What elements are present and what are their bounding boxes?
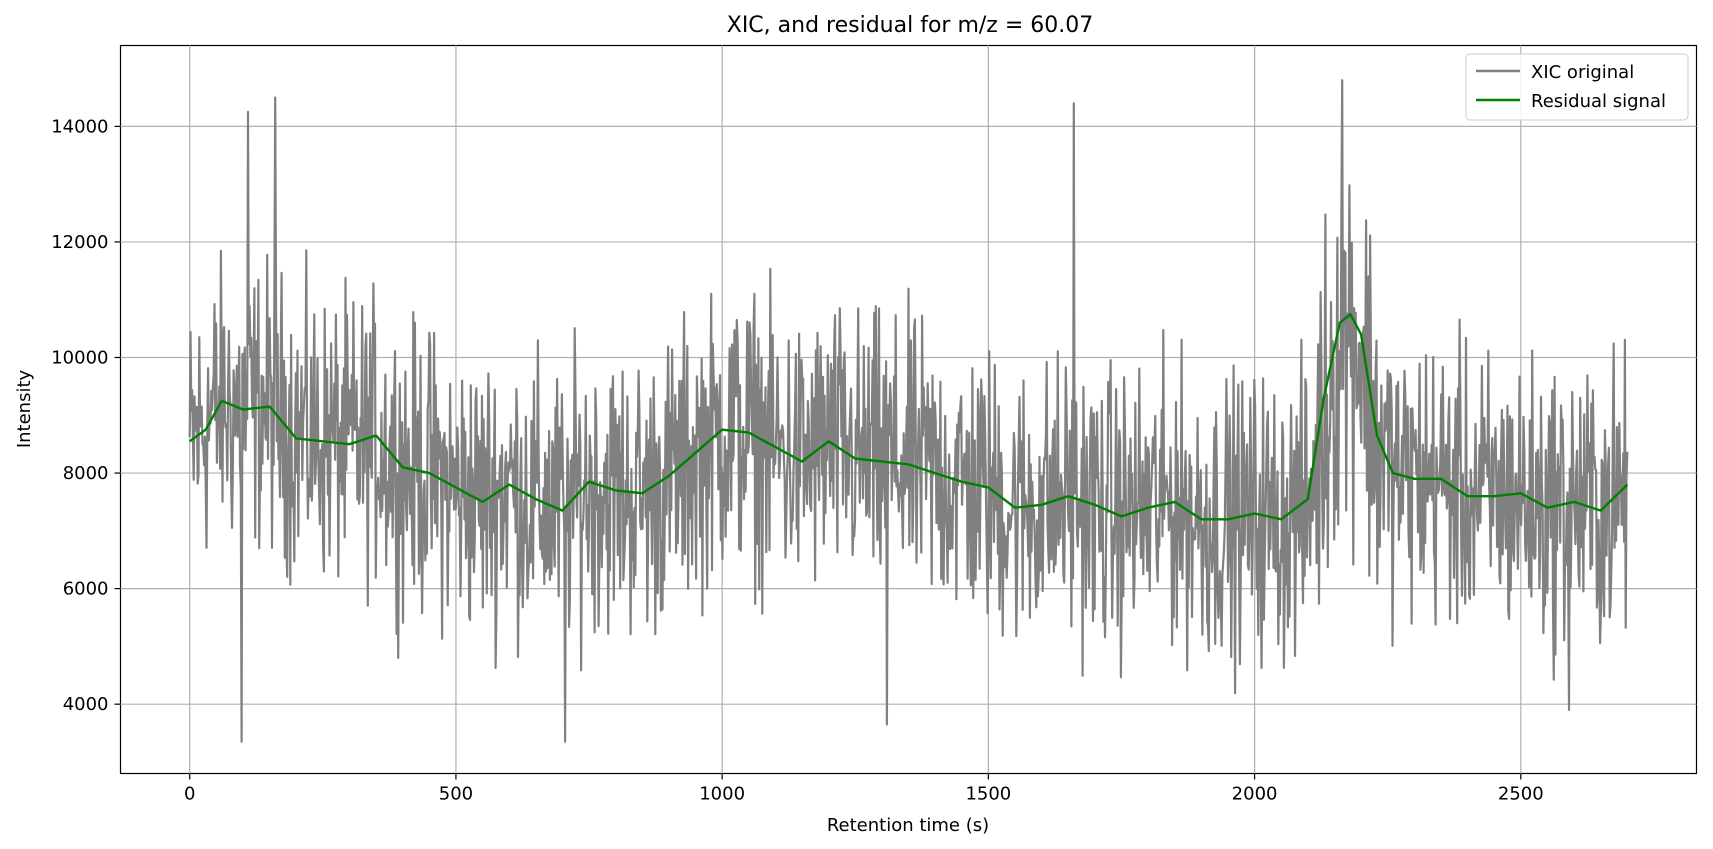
series-line-xic-original [188, 79, 1629, 743]
series-layer [188, 79, 1629, 743]
x-tick-label: 500 [439, 784, 473, 805]
y-tick-label: 6000 [63, 579, 109, 600]
legend: XIC original Residual signal [1465, 53, 1689, 121]
y-tick-label: 4000 [63, 694, 109, 715]
x-axis-ticks: 0 500 1000 1500 2000 2500 [184, 773, 1544, 805]
x-tick-label: 0 [184, 784, 195, 805]
y-tick-label: 14000 [51, 116, 108, 137]
x-tick-label: 1000 [699, 784, 745, 805]
legend-label-residual-signal: Residual signal [1531, 91, 1666, 112]
y-tick-label: 12000 [51, 232, 108, 253]
y-axis-ticks: 4000 6000 8000 10000 12000 14000 [51, 116, 121, 715]
y-tick-label: 10000 [51, 348, 108, 369]
series-line-residual-signal [188, 313, 1629, 521]
y-tick-label: 8000 [63, 463, 109, 484]
legend-label-xic-original: XIC original [1531, 62, 1634, 83]
x-tick-label: 1500 [965, 784, 1011, 805]
chart-title: XIC, and residual for m/z = 60.07 [727, 13, 1094, 38]
x-tick-label: 2000 [1232, 784, 1278, 805]
legend-box [1465, 53, 1689, 121]
x-tick-label: 2500 [1498, 784, 1544, 805]
y-axis-label: Intensity [14, 369, 35, 448]
plot-frame [119, 44, 1698, 775]
x-axis-label: Retention time (s) [827, 815, 989, 836]
